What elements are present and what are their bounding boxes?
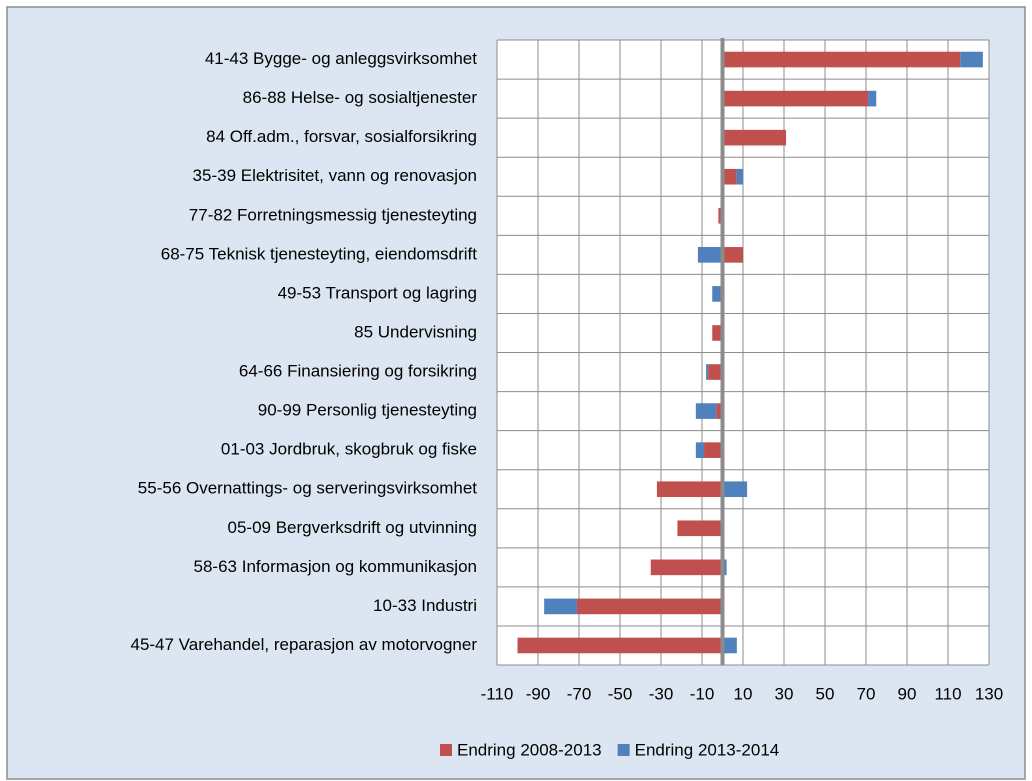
y-tick-label: 01-03 Jordbruk, skogbruk og fiske — [221, 440, 477, 459]
bar — [650, 559, 723, 576]
legend-swatch — [440, 744, 452, 756]
bar — [722, 247, 743, 263]
y-tick-label: 64-66 Finansiering og forsikring — [239, 362, 477, 381]
bar — [722, 129, 787, 146]
bar — [722, 637, 737, 654]
bar — [722, 51, 961, 68]
y-tick-label: 84 Off.adm., forsvar, sosialforsikring — [206, 127, 477, 146]
y-tick-label: 41-43 Bygge- og anleggsvirksomhet — [205, 49, 477, 68]
legend-label: Endring 2008-2013 — [457, 740, 602, 759]
y-tick-label: 45-47 Varehandel, reparasjon av motorvog… — [130, 635, 477, 654]
bar — [712, 286, 723, 302]
bar — [544, 598, 577, 615]
x-tick-label: -30 — [649, 684, 674, 703]
y-tick-label: 55-56 Overnattings- og serveringsvirksom… — [138, 479, 477, 498]
y-tick-label: 68-75 Teknisk tjenesteyting, eiendomsdri… — [161, 244, 478, 263]
bar — [656, 481, 723, 498]
bar — [695, 403, 717, 419]
x-tick-label: 130 — [975, 684, 1003, 703]
bar — [718, 207, 723, 224]
y-tick-label: 35-39 Elektrisitet, vann og renovasjon — [193, 166, 477, 185]
x-tick-label: 70 — [857, 684, 876, 703]
bar — [722, 559, 727, 576]
x-tick-label: -70 — [567, 684, 592, 703]
bar — [722, 168, 737, 185]
x-tick-label: -110 — [481, 684, 514, 703]
bar — [704, 442, 723, 458]
bar — [697, 247, 723, 263]
y-tick-label: 77-82 Forretningsmessig tjenesteyting — [189, 205, 477, 224]
x-tick-label: -10 — [690, 684, 715, 703]
bar — [716, 403, 723, 419]
x-tick-label: 90 — [898, 684, 917, 703]
y-tick-label: 10-33 Industri — [373, 596, 477, 615]
bar — [576, 598, 723, 615]
bar — [736, 168, 743, 185]
legend-swatch — [617, 744, 630, 756]
y-tick-label: 58-63 Informasjon og kommunikasjon — [194, 557, 477, 576]
y-tick-label: 90-99 Personlig tjenesteyting — [258, 401, 477, 420]
legend-label: Endring 2013-2014 — [635, 740, 780, 759]
x-tick-label: 110 — [934, 684, 961, 703]
bar — [708, 364, 723, 380]
bar — [722, 90, 869, 107]
x-tick-label: -90 — [526, 684, 551, 703]
x-tick-label: 50 — [816, 684, 835, 703]
bar — [868, 90, 877, 107]
y-tick-label: 85 Undervisning — [354, 322, 477, 341]
x-tick-label: -50 — [608, 684, 633, 703]
bar — [695, 442, 705, 458]
y-tick-label: 05-09 Bergverksdrift og utvinning — [228, 518, 477, 537]
x-tick-label: 30 — [775, 684, 794, 703]
y-tick-label: 49-53 Transport og lagring — [278, 283, 477, 302]
bar — [712, 325, 723, 341]
bar — [706, 364, 709, 380]
bar — [960, 51, 983, 68]
y-tick-label: 86-88 Helse- og sosialtjenester — [243, 88, 478, 107]
bar — [722, 481, 748, 498]
bar — [677, 520, 723, 537]
x-tick-label: 10 — [734, 684, 753, 703]
bar — [517, 637, 723, 654]
